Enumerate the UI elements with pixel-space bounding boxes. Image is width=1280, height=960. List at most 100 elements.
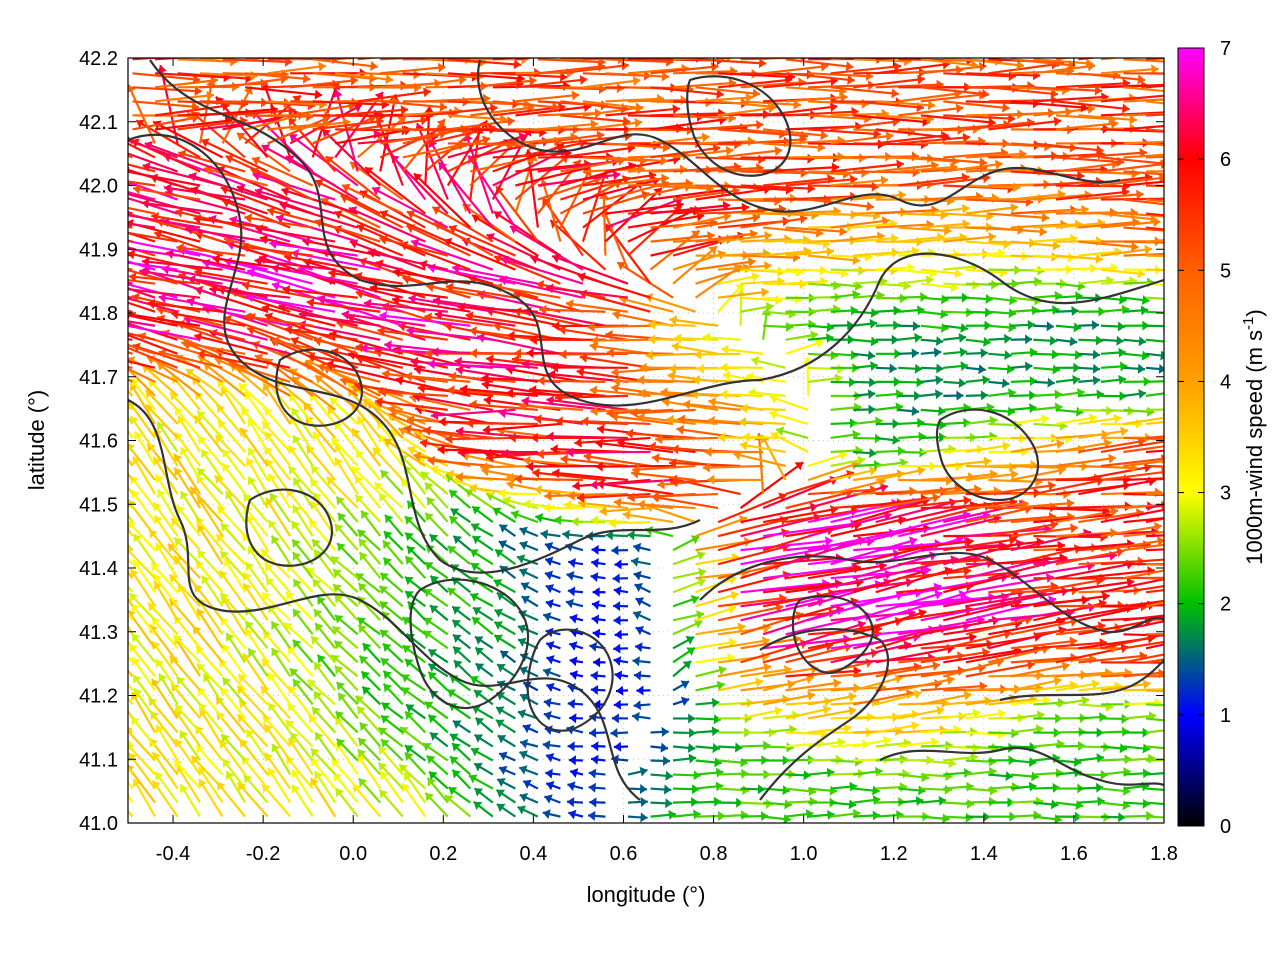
wind-vector	[128, 428, 134, 439]
wind-vector	[702, 462, 764, 473]
wind-vector	[309, 757, 337, 790]
wind-vector	[284, 591, 314, 622]
wind-vector	[448, 489, 472, 509]
wind-vector	[1078, 335, 1104, 346]
wind-vector	[1055, 362, 1081, 373]
x-tick-label: 0.6	[610, 843, 638, 865]
wind-vector	[359, 721, 382, 748]
wind-vector	[807, 691, 857, 706]
wind-vector	[740, 706, 783, 720]
wind-vector	[155, 658, 179, 692]
wind-vector	[1055, 322, 1082, 333]
colorbar-tick-label: 5	[1220, 260, 1231, 282]
wind-vector	[965, 811, 991, 822]
wind-vector	[452, 633, 472, 650]
wind-vector	[695, 680, 725, 692]
wind-vector	[221, 676, 246, 706]
wind-vector	[358, 538, 382, 565]
wind-vector	[519, 540, 539, 552]
wind-vector	[131, 656, 156, 692]
wind-vector	[379, 572, 404, 594]
wind-vector	[493, 621, 516, 636]
wind-vector	[189, 486, 224, 523]
wind-vector	[1123, 336, 1147, 347]
wind-vector	[830, 418, 858, 429]
wind-vector	[404, 555, 427, 579]
wind-vector	[943, 708, 981, 720]
wind-vector	[672, 577, 706, 594]
wind-vector	[174, 431, 201, 467]
wind-vector	[920, 389, 943, 400]
wind-vector	[1078, 727, 1104, 738]
wind-vector	[769, 394, 809, 411]
wind-vector	[290, 520, 314, 551]
wind-vector	[128, 338, 133, 341]
wind-vector	[1033, 349, 1060, 360]
wind-vector	[920, 406, 946, 417]
wind-vector	[1123, 640, 1164, 650]
wind-vector	[130, 716, 156, 748]
wind-vector	[309, 777, 337, 818]
wind-vector	[523, 149, 539, 228]
wind-vector	[1145, 504, 1164, 510]
wind-vector	[401, 644, 426, 664]
wind-vectors	[128, 58, 1164, 823]
wind-vector	[156, 421, 179, 453]
wind-vector	[219, 592, 246, 622]
wind-vector	[965, 202, 1019, 215]
wind-vector	[306, 678, 336, 706]
wind-vector	[1033, 782, 1060, 793]
wind-vector	[519, 793, 539, 804]
wind-vector	[718, 810, 749, 821]
wind-vector	[540, 529, 561, 540]
wind-vector	[177, 415, 202, 453]
wind-vector	[545, 768, 561, 779]
wind-vector	[195, 516, 224, 551]
wind-vector	[428, 770, 449, 790]
wind-vector	[312, 578, 337, 607]
colorbar-tick-label: 2	[1220, 594, 1231, 616]
wind-vector	[382, 670, 404, 692]
wind-vector	[576, 492, 651, 503]
wind-vector	[133, 687, 156, 720]
y-tick-label: 41.3	[79, 622, 118, 644]
wind-vector	[875, 389, 904, 400]
wind-vector	[360, 670, 382, 692]
wind-vector	[128, 709, 134, 720]
wind-vector	[154, 90, 215, 103]
wind-vector	[1010, 616, 1079, 636]
wind-vector	[457, 447, 538, 458]
wind-vector	[245, 457, 269, 495]
wind-vector	[196, 662, 224, 692]
wind-vector	[591, 544, 606, 555]
wind-vector	[128, 415, 134, 425]
wind-vector	[424, 481, 449, 509]
wind-vector	[330, 437, 359, 467]
wind-vector	[650, 809, 677, 820]
wind-vector	[645, 350, 696, 361]
wind-vector	[650, 726, 669, 737]
wind-vector	[380, 738, 404, 762]
colorbar-title-close: )	[1242, 309, 1267, 316]
wind-vector	[286, 702, 314, 734]
wind-vector	[334, 457, 359, 495]
wind-vector	[898, 795, 924, 806]
x-tick-label: 1.8	[1150, 843, 1178, 865]
wind-vector	[762, 813, 791, 823]
wind-vector	[830, 455, 866, 468]
wind-vector	[267, 519, 292, 551]
wind-vector	[611, 713, 628, 724]
wind-vector	[461, 451, 516, 468]
wind-vector	[920, 347, 942, 358]
wind-vector	[128, 231, 156, 243]
wind-vector	[179, 730, 201, 762]
wind-vector	[1010, 334, 1033, 345]
wind-vector	[498, 765, 516, 776]
wind-vector	[522, 681, 539, 692]
wind-vector	[830, 350, 859, 361]
wind-vector	[429, 533, 449, 551]
wind-vector	[830, 565, 931, 580]
wind-vector	[740, 403, 786, 414]
wind-vector	[695, 590, 739, 608]
wind-vector	[450, 507, 471, 524]
